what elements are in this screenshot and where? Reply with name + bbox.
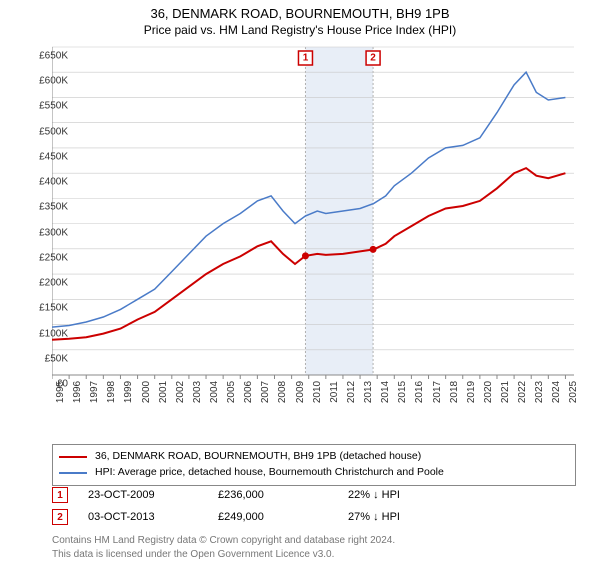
xtick-label: 2016: [414, 381, 425, 403]
xtick-label: 2023: [534, 381, 545, 403]
footer-attribution: Contains HM Land Registry data © Crown c…: [52, 534, 576, 561]
xtick-label: 2002: [175, 381, 186, 403]
xtick-label: 2018: [449, 381, 460, 403]
ytick-label: £50K: [45, 353, 68, 364]
xtick-label: 2019: [466, 381, 477, 403]
ytick-label: £650K: [39, 51, 68, 62]
sale-delta: 22% ↓ HPI: [348, 489, 458, 501]
legend-label: 36, DENMARK ROAD, BOURNEMOUTH, BH9 1PB (…: [95, 449, 421, 465]
xtick-label: 2006: [243, 381, 254, 403]
chart-svg: 12: [52, 41, 580, 421]
xtick-label: 2017: [432, 381, 443, 403]
ytick-label: £250K: [39, 252, 68, 263]
xtick-label: 2013: [363, 381, 374, 403]
xtick-label: 2014: [380, 381, 391, 403]
ytick-label: £550K: [39, 101, 68, 112]
ytick-label: £100K: [39, 328, 68, 339]
sale-date: 23-OCT-2009: [88, 489, 198, 501]
sale-price: £236,000: [218, 489, 328, 501]
xtick-label: 2008: [277, 381, 288, 403]
xtick-label: 1995: [55, 381, 66, 403]
svg-text:2: 2: [370, 53, 376, 64]
xtick-label: 2010: [312, 381, 323, 403]
xtick-label: 2022: [517, 381, 528, 403]
ytick-label: £350K: [39, 202, 68, 213]
sale-price: £249,000: [218, 511, 328, 523]
legend: 36, DENMARK ROAD, BOURNEMOUTH, BH9 1PB (…: [52, 444, 576, 486]
legend-item: 36, DENMARK ROAD, BOURNEMOUTH, BH9 1PB (…: [59, 449, 569, 465]
footer-line-1: Contains HM Land Registry data © Crown c…: [52, 534, 576, 548]
xtick-label: 2009: [295, 381, 306, 403]
footer-line-2: This data is licensed under the Open Gov…: [52, 548, 576, 562]
svg-text:1: 1: [303, 53, 309, 64]
ytick-label: £200K: [39, 278, 68, 289]
xtick-label: 2012: [346, 381, 357, 403]
xtick-label: 1997: [89, 381, 100, 403]
ytick-label: £450K: [39, 151, 68, 162]
xtick-label: 2001: [158, 381, 169, 403]
sales-row: 2 03-OCT-2013 £249,000 27% ↓ HPI: [52, 506, 576, 528]
legend-label: HPI: Average price, detached house, Bour…: [95, 465, 444, 481]
ytick-label: £150K: [39, 303, 68, 314]
ytick-label: £400K: [39, 177, 68, 188]
ytick-label: £500K: [39, 126, 68, 137]
sale-dot-2: [370, 246, 377, 253]
xtick-label: 1999: [123, 381, 134, 403]
ytick-label: £300K: [39, 227, 68, 238]
sale-index-box: 2: [52, 509, 68, 525]
xtick-label: 2004: [209, 381, 220, 403]
chart-title: 36, DENMARK ROAD, BOURNEMOUTH, BH9 1PB: [0, 6, 600, 21]
xtick-label: 2021: [500, 381, 511, 403]
sale-index-box: 1: [52, 487, 68, 503]
sale-delta: 27% ↓ HPI: [348, 511, 458, 523]
sales-row: 1 23-OCT-2009 £236,000 22% ↓ HPI: [52, 484, 576, 506]
xtick-label: 2024: [551, 381, 562, 403]
sale-dot-1: [302, 252, 309, 259]
ytick-label: £600K: [39, 76, 68, 87]
xtick-label: 2003: [192, 381, 203, 403]
xtick-label: 2007: [260, 381, 271, 403]
chart-area: 12: [52, 41, 580, 421]
xtick-label: 2025: [568, 381, 579, 403]
legend-swatch: [59, 456, 87, 458]
xtick-label: 2020: [483, 381, 494, 403]
xtick-label: 2011: [329, 381, 340, 403]
sale-date: 03-OCT-2013: [88, 511, 198, 523]
legend-swatch: [59, 472, 87, 474]
xtick-label: 1998: [106, 381, 117, 403]
xtick-label: 1996: [72, 381, 83, 403]
xtick-label: 2005: [226, 381, 237, 403]
xtick-label: 2000: [141, 381, 152, 403]
sales-table: 1 23-OCT-2009 £236,000 22% ↓ HPI 2 03-OCT-201…: [52, 484, 576, 528]
legend-item: HPI: Average price, detached house, Bour…: [59, 465, 569, 481]
chart-subtitle: Price paid vs. HM Land Registry's House …: [0, 23, 600, 37]
xtick-label: 2015: [397, 381, 408, 403]
